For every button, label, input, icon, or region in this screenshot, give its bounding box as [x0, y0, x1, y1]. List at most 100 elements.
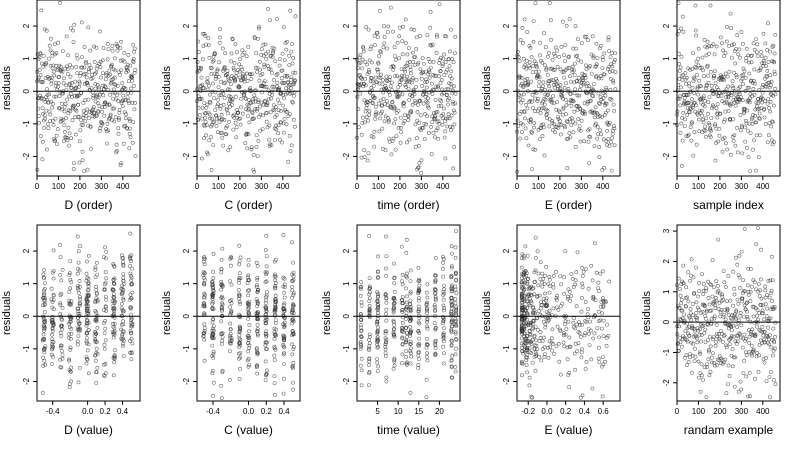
residual-point [531, 19, 536, 24]
residual-point [68, 91, 73, 96]
residual-point [96, 87, 101, 92]
residual-point [714, 106, 719, 111]
residual-point [210, 371, 215, 376]
residual-point [613, 51, 618, 56]
residual-point [535, 347, 540, 352]
residual-point [358, 293, 363, 298]
residual-point [679, 121, 684, 126]
residual-point [108, 72, 113, 77]
residual-point [58, 293, 63, 298]
residual-point [282, 290, 287, 295]
residual-point [358, 60, 363, 65]
residual-point [758, 66, 763, 71]
residual-point [114, 142, 119, 147]
residual-point [402, 74, 407, 79]
residual-point [367, 109, 372, 114]
residual-point [94, 381, 99, 385]
residual-point [708, 135, 713, 140]
residual-point [422, 137, 427, 142]
residual-point [531, 305, 536, 310]
residual-point [576, 58, 581, 62]
residual-point [68, 259, 73, 264]
residual-point [530, 327, 535, 332]
residual-point [210, 123, 214, 127]
residual-point [86, 287, 91, 292]
residual-point [728, 298, 733, 303]
residual-point [84, 111, 88, 115]
residual-point [387, 77, 392, 82]
residual-point [254, 284, 259, 289]
residual-point [753, 168, 758, 173]
residual-point [78, 244, 82, 249]
residual-point [433, 98, 438, 103]
residual-point [41, 272, 46, 277]
residual-point [224, 132, 229, 137]
residual-point [531, 64, 536, 69]
residual-point [449, 318, 454, 323]
residual-point [76, 334, 81, 339]
residual-point [125, 95, 130, 100]
x-tick-label: 0 [515, 182, 520, 191]
residual-point [424, 122, 429, 127]
residual-point [567, 344, 572, 349]
residual-point [404, 349, 409, 354]
residual-point [78, 328, 83, 333]
residual-point [272, 358, 277, 362]
residual-point [408, 289, 413, 294]
residual-point [387, 93, 392, 97]
residual-point [43, 117, 48, 121]
residual-point [94, 358, 98, 363]
residual-point [683, 117, 688, 122]
residual-point [85, 336, 89, 341]
residual-point [449, 273, 454, 278]
residual-point [43, 62, 48, 67]
residual-point [119, 39, 124, 44]
residual-point [748, 299, 753, 304]
x-tick-label: -0.4 [206, 407, 220, 416]
residual-point [725, 306, 730, 311]
residual-point [440, 122, 445, 127]
residual-point [109, 64, 114, 69]
residual-point [43, 362, 48, 367]
residual-point [701, 68, 705, 73]
residual-point [730, 313, 735, 318]
residual-point [77, 301, 82, 306]
residual-point [237, 300, 242, 304]
y-tick-label: 3 [662, 228, 671, 233]
residual-point [86, 371, 91, 376]
residual-point [254, 260, 259, 265]
residual-point [751, 41, 756, 46]
residual-point [221, 102, 226, 107]
residual-point [238, 325, 243, 330]
residual-point [580, 285, 585, 290]
residual-point [291, 260, 296, 265]
residual-point [49, 99, 54, 104]
residual-point [282, 320, 287, 325]
residual-point [196, 50, 201, 54]
residual-point [524, 363, 529, 368]
residual-point [245, 79, 250, 83]
residual-point [128, 271, 133, 276]
residual-point [701, 282, 706, 286]
residual-point [611, 78, 616, 83]
x-tick-label: 100 [692, 407, 706, 416]
residual-point [220, 335, 225, 340]
residual-point [527, 285, 532, 290]
residual-point [771, 353, 775, 358]
residual-point [125, 126, 130, 131]
residual-point [378, 98, 383, 103]
residual-point [290, 318, 295, 323]
residual-point [254, 133, 259, 138]
residual-point [700, 130, 705, 135]
residual-point [755, 350, 759, 355]
residual-point [594, 41, 599, 46]
residual-point [604, 343, 609, 348]
residual-point [582, 139, 587, 144]
residual-point [732, 292, 737, 297]
residual-point [703, 340, 708, 345]
residual-point [68, 347, 73, 352]
residual-point [594, 74, 599, 79]
residual-point [709, 44, 714, 49]
residual-point [694, 317, 699, 322]
